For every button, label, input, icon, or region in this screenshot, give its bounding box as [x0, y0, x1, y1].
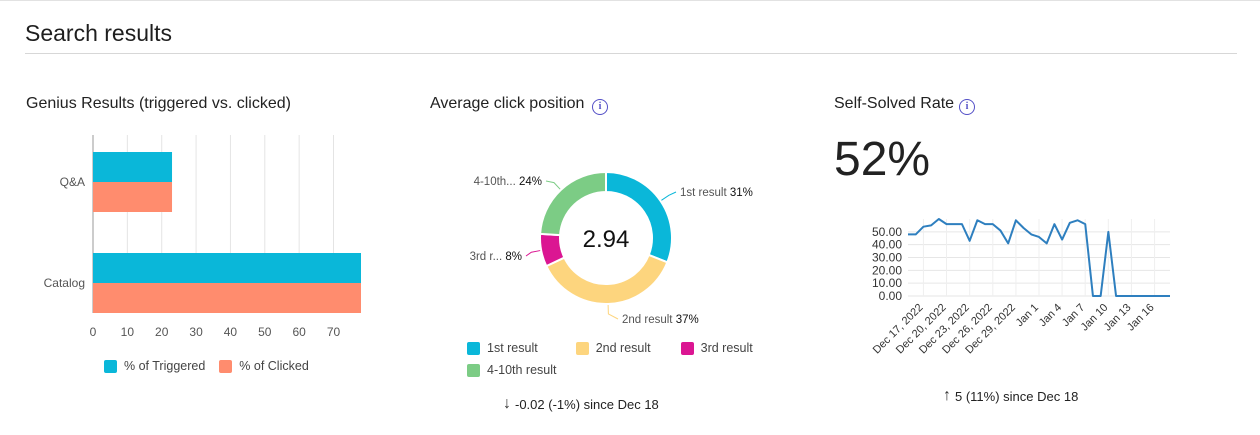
slice-label: 4-10th... 24%: [474, 176, 542, 188]
legend-swatch-clicked: [219, 359, 233, 373]
slice-label-name: 1st result: [680, 187, 730, 199]
x-tick-label: 0: [90, 325, 97, 339]
slice-label-name: 4-10th...: [474, 176, 519, 188]
self-solved-title: Self-Solved Rate: [834, 95, 955, 112]
x-tick-label: 60: [292, 325, 306, 339]
bar-oftriggered: [93, 253, 361, 283]
x-tick-label: 50: [258, 325, 272, 339]
bar-ofclicked: [93, 283, 361, 313]
legend-swatch-4-10th: [467, 363, 480, 377]
slice-label-percent: 37%: [676, 314, 699, 326]
slice-label: 3rd r... 8%: [470, 251, 522, 263]
slice-label-name: 3rd r...: [470, 251, 506, 263]
slice-leader-line: [545, 180, 561, 190]
slice-label: 2nd result 37%: [622, 314, 699, 326]
genius-results-chart: 0 10 20 30 40 50 60 70 Q&A Catalog: [44, 135, 361, 339]
genius-results-title: Genius Results (triggered vs. clicked): [26, 95, 291, 112]
self-solved-line: [908, 218, 1170, 297]
legend-swatch-triggered: [104, 359, 117, 373]
slice-label: 1st result 31%: [680, 187, 753, 199]
legend-label-1st[interactable]: 1st result: [487, 341, 538, 355]
avg-click-change-text: -0.02 (-1%) since Dec 18: [515, 396, 659, 412]
genius-legend: % of Triggered % of Clicked: [104, 359, 309, 373]
y-tick-label: 50.00: [872, 225, 902, 239]
y-tick-label: 40.00: [872, 238, 902, 252]
avg-click-title: Average click position: [430, 95, 585, 112]
info-icon[interactable]: i: [592, 99, 608, 115]
info-icon[interactable]: i: [959, 99, 975, 115]
legend-swatch-1st: [467, 341, 480, 355]
slice-label-name: 2nd result: [622, 314, 676, 326]
donut-center-value: 2.94: [583, 226, 630, 253]
x-tick-label: 40: [224, 325, 238, 339]
y-tick-label: 10.00: [872, 276, 902, 290]
self-solved-change-text: 5 (11%) since Dec 18: [955, 388, 1079, 404]
self-solved-value: 52%: [834, 133, 931, 186]
avg-click-donut: 2.94 1st result 31% 2nd result 37% 3rd r...…: [470, 170, 753, 326]
legend-swatch-3rd: [680, 341, 694, 355]
legend-label-4-10th[interactable]: 4-10th result: [487, 363, 557, 377]
page-header: Search results: [25, 18, 1237, 54]
x-tick-label: 20: [155, 325, 169, 339]
self-solved-change: ↑ 5 (11%) since Dec 18: [943, 387, 1078, 405]
y-tick-label: 20.00: [872, 263, 902, 277]
legend-label-clicked[interactable]: % of Clicked: [239, 359, 309, 373]
avg-click-change: ↓ -0.02 (-1%) since Dec 18: [503, 395, 659, 413]
slice-label-percent: 8%: [505, 251, 522, 263]
legend-swatch-2nd: [575, 341, 589, 355]
y-tick-label: Catalog: [44, 276, 85, 290]
slice-label-percent: 24%: [519, 176, 542, 188]
x-tick-label: Jan 4: [1037, 302, 1065, 330]
y-tick-label: 30.00: [872, 251, 902, 265]
x-tick-label: 70: [327, 325, 341, 339]
top-border: [0, 0, 1260, 1]
donut-slice: [539, 170, 607, 237]
x-tick-label: Jan 1: [1014, 302, 1042, 330]
slice-label-percent: 31%: [730, 187, 753, 199]
donut-slice: [544, 253, 669, 305]
slice-leader-line: [661, 191, 677, 201]
slice-leader-line: [607, 304, 619, 320]
arrow-up-icon: ↑: [943, 387, 951, 404]
bar-oftriggered: [93, 152, 173, 182]
legend-label-2nd[interactable]: 2nd result: [595, 341, 651, 355]
donut-legend-row1: 1st result 2nd result 3rd result: [467, 341, 753, 355]
y-tick-label: Q&A: [60, 175, 85, 189]
donut-legend-row2: 4-10th result: [467, 363, 556, 377]
legend-label-3rd[interactable]: 3rd result: [700, 341, 753, 355]
x-tick-label: 10: [121, 325, 135, 339]
page-title: Search results: [25, 20, 173, 46]
bar-ofclicked: [93, 182, 173, 212]
x-tick-label: 30: [189, 325, 203, 339]
slice-leader-line: [525, 250, 541, 257]
y-tick-label: 0.00: [879, 289, 903, 303]
legend-label-triggered[interactable]: % of Triggered: [124, 359, 206, 373]
arrow-down-icon: ↓: [503, 395, 511, 412]
